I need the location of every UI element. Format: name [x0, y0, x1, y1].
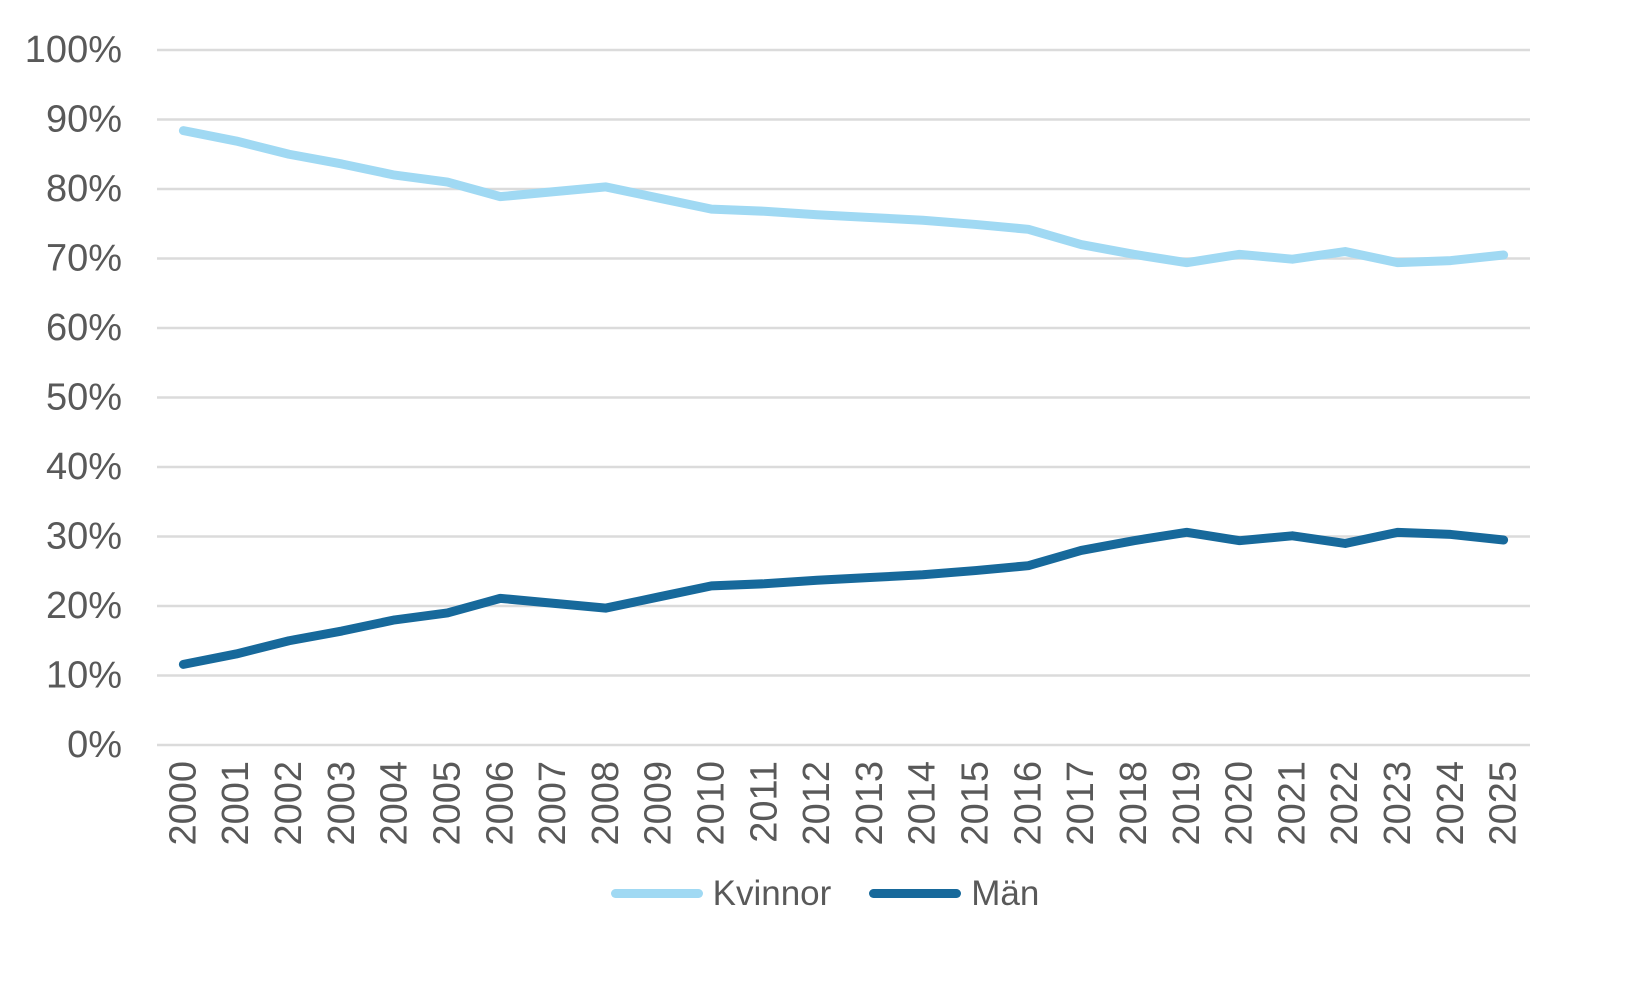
x-tick-label: 2008: [585, 761, 627, 846]
y-tick-label: 20%: [46, 585, 122, 627]
x-axis-labels: 2000 2001 2002 2003 2004 2005 2006 2007 2008 2009…: [162, 761, 1524, 846]
x-tick-label: 2004: [374, 761, 416, 846]
y-tick-label: 60%: [46, 307, 122, 349]
x-tick-label: 2000: [162, 761, 204, 846]
y-tick-label: 10%: [46, 655, 122, 697]
x-tick-label: 2014: [902, 761, 944, 846]
x-tick-label: 2011: [743, 761, 785, 843]
x-tick-label: 2016: [1007, 761, 1049, 846]
legend-item-man: Män: [869, 876, 1039, 911]
x-tick-label: 2010: [690, 761, 732, 846]
x-tick-label: 2020: [1219, 761, 1261, 846]
y-tick-label: 100%: [25, 29, 122, 71]
legend-item-kvinnor: Kvinnor: [610, 874, 832, 913]
kvinnor-line-swatch: [610, 889, 703, 898]
y-tick-label: 0%: [67, 724, 122, 766]
x-tick-label: 2024: [1430, 761, 1472, 846]
x-tick-label: 2018: [1113, 761, 1155, 846]
x-tick-label: 2007: [532, 761, 574, 846]
x-tick-label: 2005: [426, 761, 468, 846]
legend-label-man: Män: [971, 874, 1040, 913]
y-tick-label: 70%: [46, 238, 122, 280]
x-tick-label: 2015: [955, 761, 997, 846]
x-tick-label: 2006: [479, 761, 521, 846]
line-chart: 0%10%20%30%40%50%60%70%80%90%100%2000 200…: [25, 29, 1530, 846]
x-tick-label: 2017: [1060, 761, 1102, 846]
legend-label-kvinnor: Kvinnor: [712, 874, 832, 913]
x-tick-label: 2013: [849, 761, 891, 846]
x-tick-label: 2025: [1483, 761, 1525, 846]
man-line-swatch: [869, 889, 962, 898]
y-tick-label: 30%: [46, 516, 122, 558]
y-tick-label: 50%: [46, 377, 122, 419]
y-tick-label: 40%: [46, 446, 122, 488]
y-tick-label: 90%: [46, 99, 122, 141]
x-tick-label: 2012: [796, 761, 838, 846]
x-tick-label: 2003: [321, 761, 363, 846]
gridlines: [157, 48, 1530, 747]
x-tick-label: 2001: [215, 761, 257, 846]
series-line-kvinnor: [178, 126, 1509, 268]
y-tick-label: 80%: [46, 168, 122, 210]
x-tick-label: 2009: [638, 761, 680, 846]
x-tick-label: 2019: [1166, 761, 1208, 846]
x-tick-label: 2002: [268, 761, 310, 846]
x-tick-label: 2021: [1271, 761, 1313, 846]
x-tick-label: 2022: [1324, 761, 1366, 846]
x-tick-label: 2023: [1377, 761, 1419, 846]
chart-legend: Kvinnor Män: [0, 876, 1650, 911]
series-line-mn: [178, 527, 1509, 669]
y-axis-labels: 0% 10% 20% 30% 40% 50% 60% 70% 80% 90% 100%: [25, 29, 122, 766]
